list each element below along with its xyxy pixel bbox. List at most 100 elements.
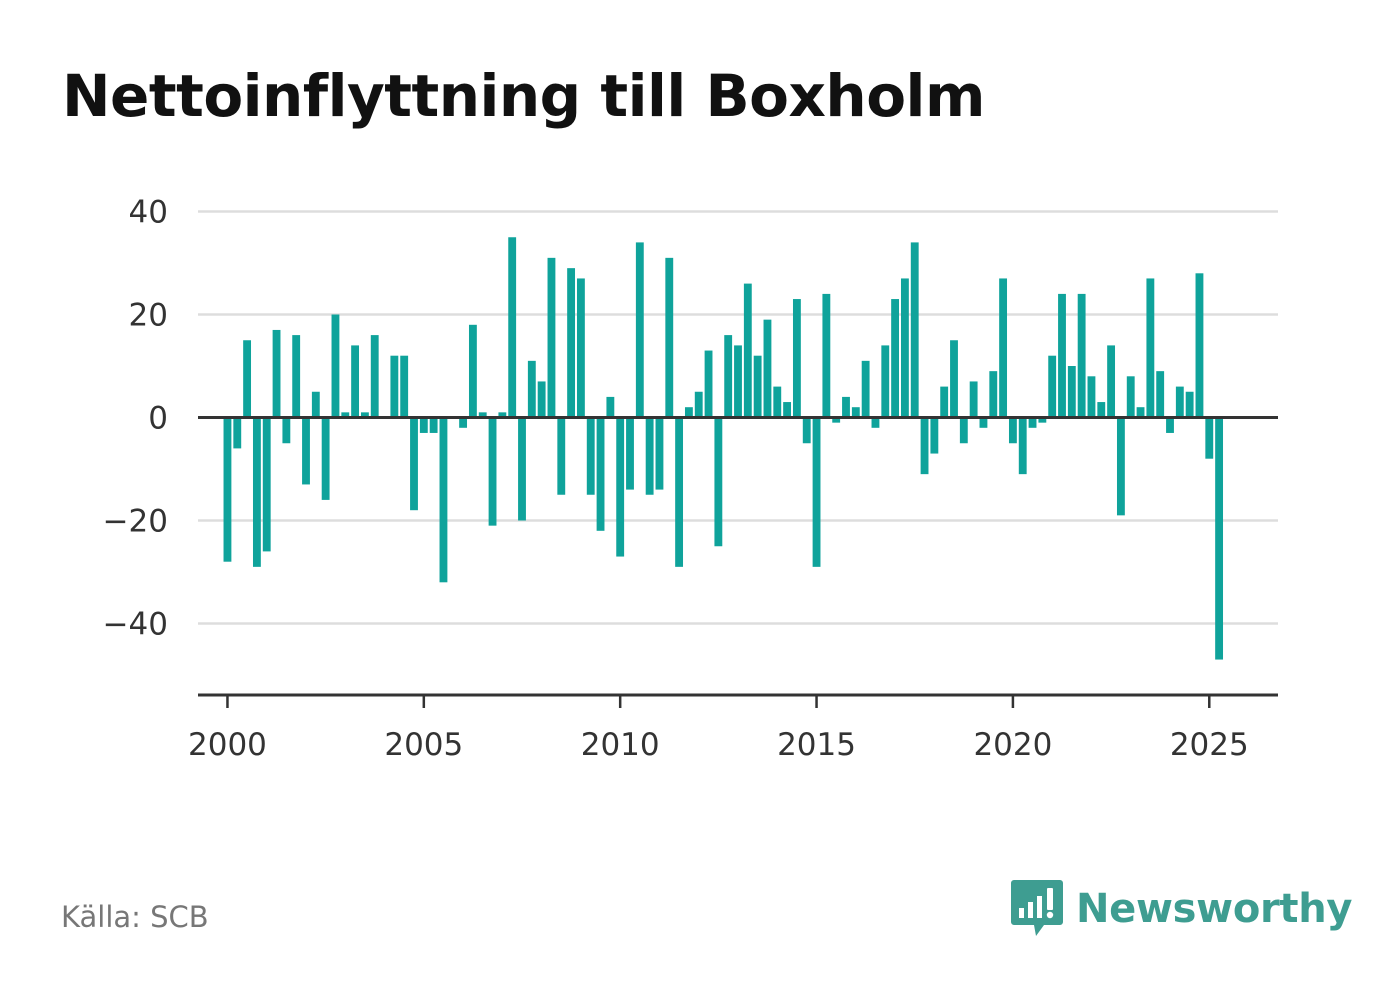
y-tick-label: −40 xyxy=(103,607,168,643)
bar xyxy=(959,417,968,444)
y-axis-labels: 40 20 0 −20 −40 xyxy=(103,195,168,643)
bar xyxy=(576,278,585,418)
bar xyxy=(655,417,664,490)
bar xyxy=(979,417,988,428)
bar xyxy=(871,417,880,428)
bar xyxy=(1107,345,1116,418)
bar xyxy=(302,417,310,485)
bar xyxy=(999,278,1008,418)
bar xyxy=(1018,417,1027,475)
bar xyxy=(910,242,919,418)
bar xyxy=(1077,293,1086,418)
bar xyxy=(1048,355,1057,418)
bar xyxy=(567,268,576,418)
bar xyxy=(341,412,350,418)
bar xyxy=(714,417,723,547)
bar xyxy=(400,355,409,418)
bar xyxy=(1215,417,1224,660)
bar xyxy=(1008,417,1017,444)
bar xyxy=(812,417,821,567)
bar xyxy=(518,417,526,521)
bar xyxy=(930,417,939,454)
axes xyxy=(198,416,1278,708)
bar xyxy=(920,417,929,475)
bar xyxy=(272,329,281,418)
bar xyxy=(891,299,900,418)
bar xyxy=(773,386,782,418)
bar xyxy=(724,335,733,418)
bar xyxy=(694,391,703,418)
bar xyxy=(1146,278,1155,418)
bar xyxy=(763,319,772,418)
bar xyxy=(635,242,644,418)
bar xyxy=(783,402,792,418)
bar xyxy=(292,335,301,418)
bar xyxy=(616,417,625,557)
x-tick-label: 2000 xyxy=(188,727,267,763)
bar xyxy=(321,417,330,500)
bar xyxy=(1058,293,1066,418)
bar xyxy=(419,417,428,433)
bar xyxy=(429,417,438,433)
bar xyxy=(351,345,360,418)
bar xyxy=(626,417,634,490)
bar xyxy=(459,417,468,428)
x-axis-labels: 2000 2005 2010 2015 2020 2025 xyxy=(188,727,1249,763)
bar xyxy=(645,417,654,495)
bar xyxy=(881,345,890,418)
bar xyxy=(684,407,693,418)
bar xyxy=(262,417,271,552)
x-tick-label: 2005 xyxy=(384,727,463,763)
bar xyxy=(508,237,517,418)
bar xyxy=(498,412,507,418)
bar xyxy=(527,360,536,418)
bar xyxy=(743,283,752,418)
bar xyxy=(665,257,674,418)
bar xyxy=(675,417,684,567)
chart-title: Nettoinflyttning till Boxholm xyxy=(62,62,985,130)
bar xyxy=(1156,371,1165,418)
bar xyxy=(488,417,497,526)
bar xyxy=(586,417,595,495)
bar xyxy=(969,381,978,418)
x-tick-label: 2015 xyxy=(777,727,856,763)
gridlines xyxy=(198,210,1278,625)
y-tick-label: −20 xyxy=(103,504,168,540)
bars xyxy=(223,237,1224,660)
bar xyxy=(802,417,811,444)
bar xyxy=(900,278,909,418)
bar xyxy=(606,396,615,418)
source-note: Källa: SCB xyxy=(61,900,209,934)
bar xyxy=(851,407,860,418)
bar xyxy=(439,417,448,583)
bar xyxy=(940,386,949,418)
bar xyxy=(390,355,399,418)
bar xyxy=(1097,402,1106,418)
x-tick-label: 2025 xyxy=(1170,727,1249,763)
bar xyxy=(753,355,762,418)
bar xyxy=(331,314,340,418)
bar xyxy=(478,412,487,418)
bar xyxy=(734,345,742,418)
bar xyxy=(282,417,291,444)
y-tick-label: 0 xyxy=(148,401,168,437)
bar xyxy=(1116,417,1125,516)
bar xyxy=(252,417,261,567)
y-tick-label: 40 xyxy=(129,195,168,231)
bar xyxy=(1185,391,1194,418)
x-tick-label: 2010 xyxy=(581,727,660,763)
bar xyxy=(1136,407,1145,418)
bar xyxy=(842,396,850,418)
bar xyxy=(557,417,566,495)
brand-name: Newsworthy xyxy=(1076,886,1353,932)
bar xyxy=(410,417,418,511)
bar xyxy=(989,371,998,418)
bar xyxy=(822,293,831,418)
bar xyxy=(233,417,242,449)
bar xyxy=(537,381,546,418)
bar xyxy=(547,257,556,418)
bar xyxy=(1038,417,1047,423)
bar xyxy=(596,417,605,531)
bar xyxy=(370,335,379,418)
